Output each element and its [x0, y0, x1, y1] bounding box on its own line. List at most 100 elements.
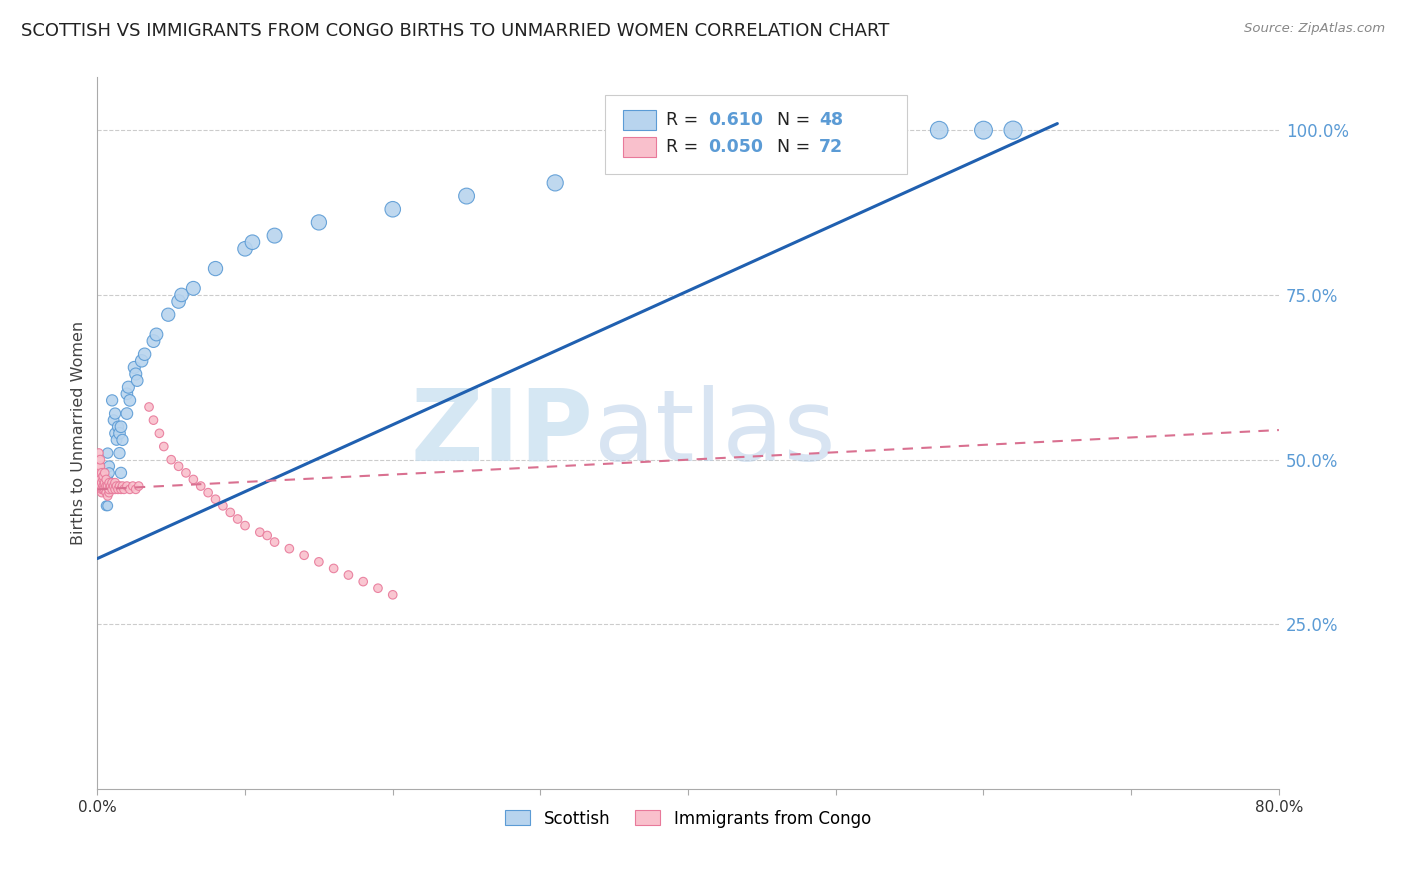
- Point: [148, 426, 170, 441]
- Point: [118, 393, 141, 408]
- Point: [381, 202, 404, 217]
- Point: [104, 407, 127, 421]
- Point: [292, 548, 315, 562]
- Point: [219, 505, 242, 519]
- Point: [721, 143, 744, 157]
- Point: [869, 123, 891, 137]
- Point: [112, 483, 135, 497]
- Point: [89, 466, 111, 480]
- Point: [928, 123, 950, 137]
- Point: [96, 483, 118, 497]
- Point: [91, 469, 114, 483]
- Point: [90, 475, 112, 490]
- Point: [278, 541, 301, 556]
- Point: [107, 419, 129, 434]
- Point: [111, 479, 134, 493]
- Point: [233, 518, 256, 533]
- Point: [183, 473, 205, 487]
- Point: [142, 413, 165, 427]
- Point: [110, 419, 132, 434]
- Point: [90, 466, 112, 480]
- Point: [101, 475, 124, 490]
- Point: [153, 440, 176, 454]
- Point: [100, 479, 122, 493]
- Point: [263, 535, 285, 549]
- Point: [134, 347, 156, 361]
- Point: [256, 528, 278, 542]
- Point: [110, 483, 132, 497]
- Point: [93, 475, 115, 490]
- Point: [97, 489, 120, 503]
- Point: [242, 235, 264, 250]
- Point: [103, 479, 125, 493]
- Text: 48: 48: [820, 112, 844, 129]
- Point: [89, 452, 111, 467]
- Point: [91, 483, 114, 497]
- Point: [103, 413, 125, 427]
- Point: [115, 407, 138, 421]
- Point: [337, 568, 360, 582]
- Point: [127, 374, 149, 388]
- Text: 0.610: 0.610: [709, 112, 763, 129]
- Point: [87, 446, 110, 460]
- Point: [105, 433, 128, 447]
- Point: [170, 288, 193, 302]
- Text: 72: 72: [820, 138, 844, 156]
- Point: [263, 228, 285, 243]
- Text: N =: N =: [776, 138, 815, 156]
- Point: [104, 475, 127, 490]
- Point: [131, 354, 153, 368]
- Point: [91, 473, 114, 487]
- Point: [167, 294, 190, 309]
- Point: [233, 242, 256, 256]
- Point: [107, 483, 129, 497]
- FancyBboxPatch shape: [606, 95, 907, 174]
- Point: [90, 483, 112, 497]
- Point: [108, 446, 131, 460]
- Point: [367, 581, 389, 595]
- Point: [115, 479, 138, 493]
- Point: [89, 459, 111, 474]
- Point: [108, 479, 131, 493]
- Point: [97, 499, 120, 513]
- Point: [197, 485, 219, 500]
- Point: [810, 136, 832, 151]
- Point: [322, 561, 344, 575]
- Text: ZIP: ZIP: [411, 384, 593, 482]
- Text: Source: ZipAtlas.com: Source: ZipAtlas.com: [1244, 22, 1385, 36]
- Point: [1002, 123, 1025, 137]
- Point: [174, 466, 197, 480]
- Point: [381, 588, 404, 602]
- Point: [121, 479, 143, 493]
- Point: [249, 525, 271, 540]
- Point: [167, 459, 190, 474]
- Point: [90, 485, 112, 500]
- Point: [226, 512, 249, 526]
- Text: SCOTTISH VS IMMIGRANTS FROM CONGO BIRTHS TO UNMARRIED WOMEN CORRELATION CHART: SCOTTISH VS IMMIGRANTS FROM CONGO BIRTHS…: [21, 22, 890, 40]
- Point: [157, 308, 180, 322]
- Bar: [623, 111, 657, 130]
- Point: [87, 466, 110, 480]
- Point: [190, 479, 212, 493]
- Point: [98, 475, 121, 490]
- Point: [89, 473, 111, 487]
- Point: [108, 426, 131, 441]
- Point: [125, 483, 148, 497]
- Point: [93, 483, 115, 497]
- Point: [87, 473, 110, 487]
- Point: [101, 393, 124, 408]
- Point: [98, 485, 121, 500]
- Point: [110, 466, 132, 480]
- Point: [97, 473, 120, 487]
- Text: R =: R =: [665, 138, 703, 156]
- Point: [111, 433, 134, 447]
- Point: [308, 215, 330, 229]
- Point: [142, 334, 165, 348]
- Point: [125, 367, 148, 381]
- Point: [204, 261, 226, 276]
- Point: [91, 479, 114, 493]
- Point: [972, 123, 994, 137]
- Point: [160, 452, 183, 467]
- Y-axis label: Births to Unmarried Women: Births to Unmarried Women: [72, 321, 86, 545]
- Point: [97, 479, 120, 493]
